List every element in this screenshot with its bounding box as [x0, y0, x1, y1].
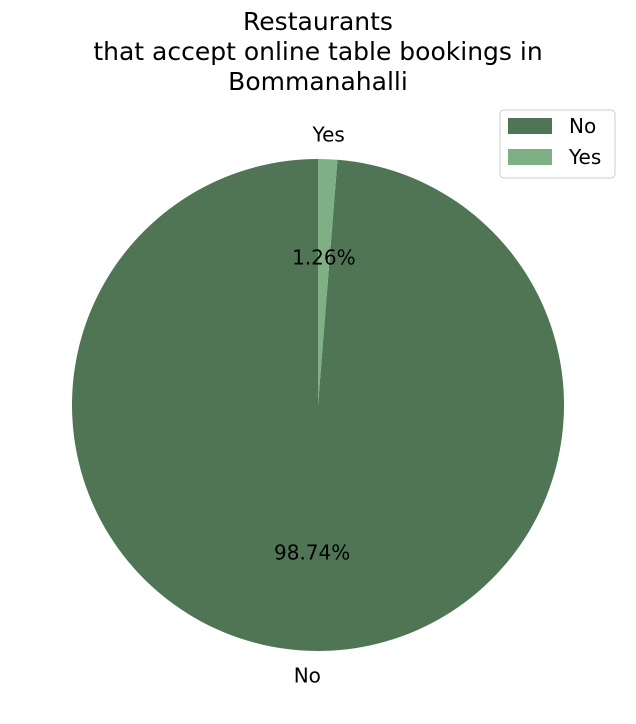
slice-label-yes: Yes	[312, 123, 345, 147]
pie-slice-no	[71, 159, 564, 651]
legend: No Yes	[499, 109, 616, 179]
legend-swatch-yes	[508, 149, 552, 165]
pct-label-yes: 1.26%	[292, 246, 356, 270]
pie-slice-yes	[318, 159, 338, 405]
slice-label-no: No	[294, 663, 321, 687]
legend-label-no: No	[569, 114, 596, 138]
chart-title-line-1: Restaurants	[243, 7, 393, 36]
chart-title: Restaurants that accept online table boo…	[93, 7, 542, 96]
legend-label-yes: Yes	[568, 145, 601, 169]
chart-title-line-3: Bommanahalli	[228, 67, 408, 96]
pie-slices	[71, 159, 564, 651]
chart-title-line-2: that accept online table bookings in	[93, 37, 542, 66]
pct-label-no: 98.74%	[274, 540, 350, 564]
legend-swatch-no	[508, 118, 552, 134]
pie-labels: No 98.74% Yes 1.26%	[274, 123, 356, 688]
